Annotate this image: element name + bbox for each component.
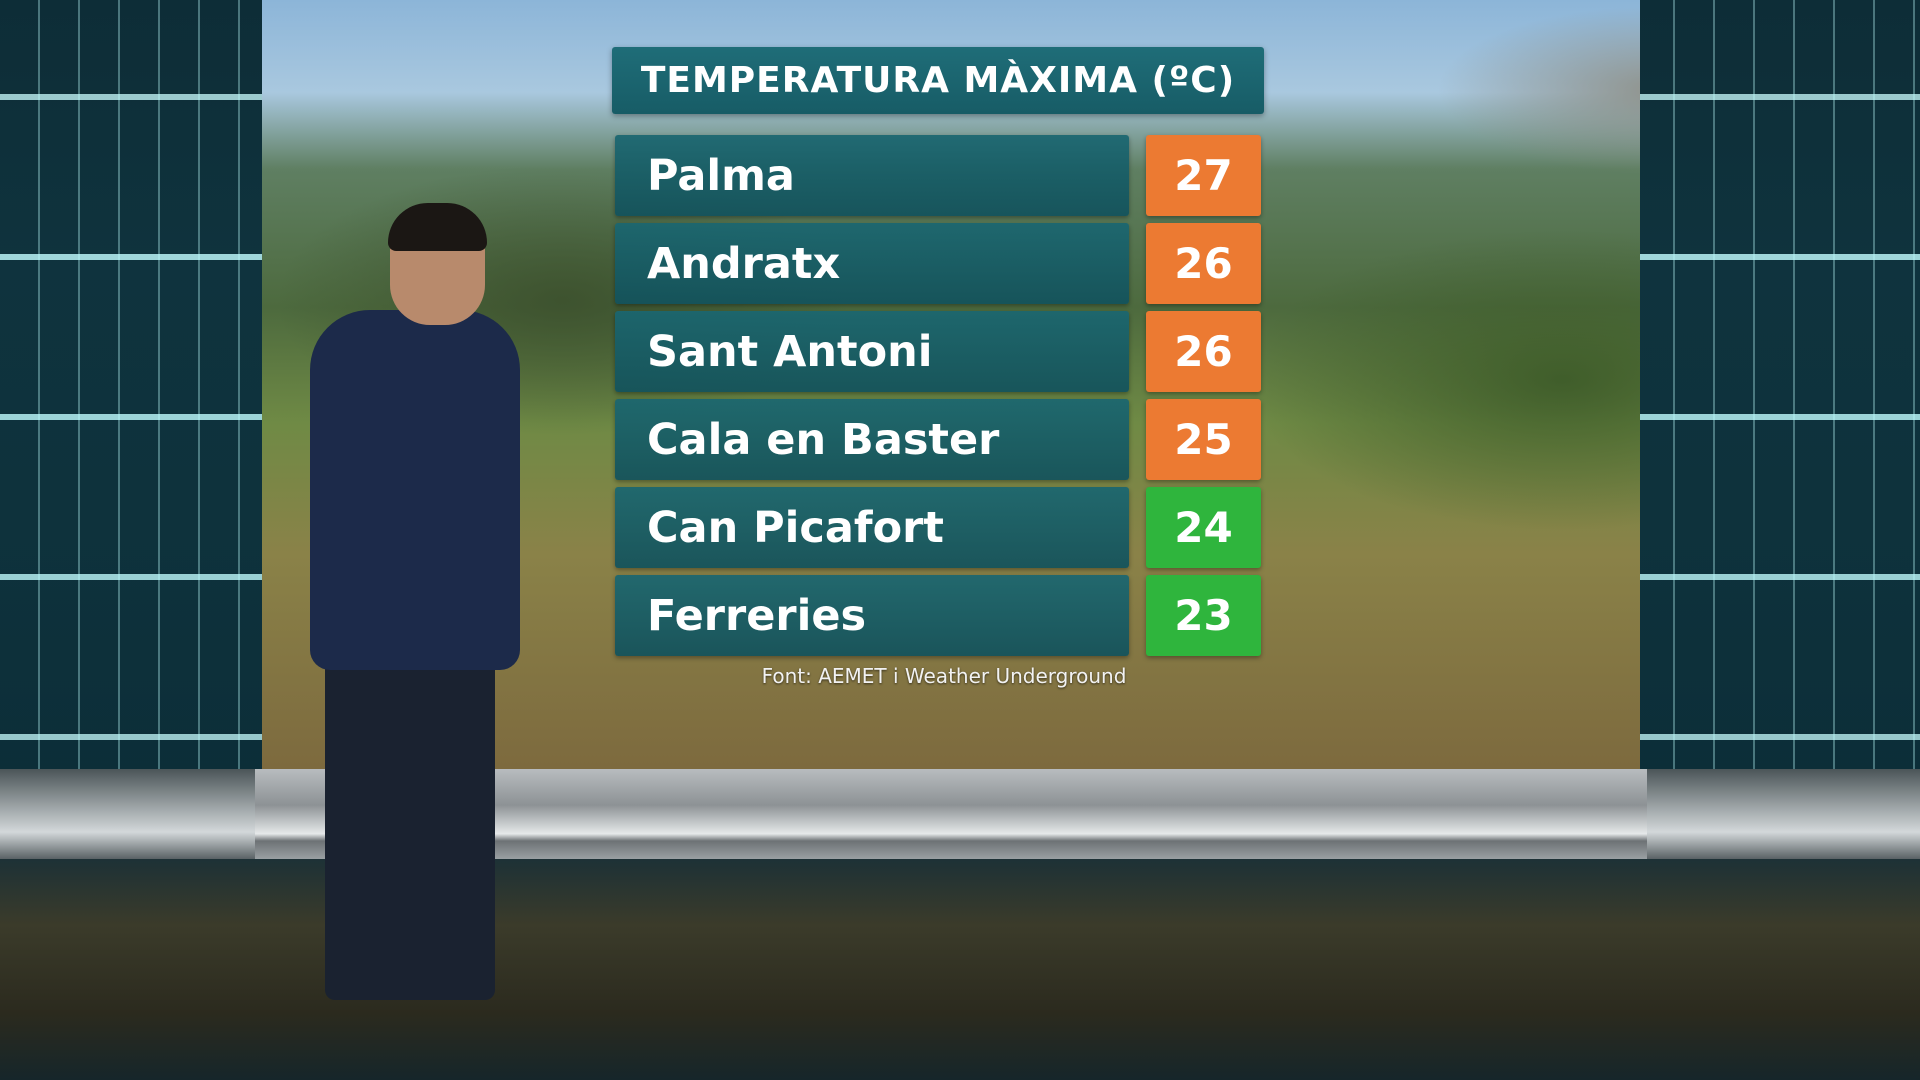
studio-rail [0,769,255,859]
studio-floor [0,859,1920,1080]
station-name: Cala en Baster [615,399,1129,480]
temperature-value: 27 [1146,135,1261,216]
station-name: Andratx [615,223,1129,304]
temperature-value: 25 [1146,399,1261,480]
station-name: Can Picafort [615,487,1129,568]
studio-rail [1647,769,1920,859]
studio-wall [1635,0,1920,890]
temperature-value: 26 [1146,311,1261,392]
presenter [388,203,487,251]
presenter [310,310,520,670]
studio-wall [0,0,275,890]
temperature-value: 26 [1146,223,1261,304]
source-note: Font: AEMET i Weather Underground [761,664,1127,688]
temperature-value: 23 [1146,575,1261,656]
station-name: Palma [615,135,1129,216]
station-name: Ferreries [615,575,1129,656]
presenter [325,660,495,1000]
panel-title: TEMPERATURA MÀXIMA (ºC) [612,47,1264,114]
station-name: Sant Antoni [615,311,1129,392]
temperature-value: 24 [1146,487,1261,568]
